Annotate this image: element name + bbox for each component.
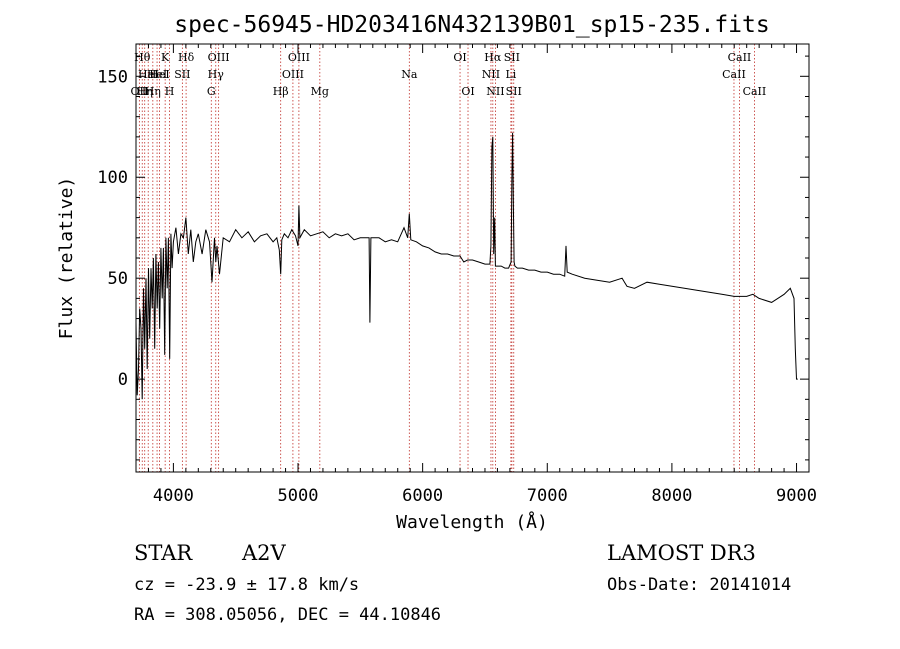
x-tick-label-6000: 6000 — [402, 486, 443, 506]
line-label-0: OII — [131, 85, 149, 98]
object-class: STAR — [134, 541, 193, 565]
line-label-10: Hδ — [178, 51, 195, 64]
y-tick-label-100: 100 — [97, 168, 128, 188]
y-tick-label-0: 0 — [118, 370, 128, 390]
emission-line-markers — [138, 44, 755, 472]
x-tick-label-7000: 7000 — [527, 486, 568, 506]
line-label-27: CaII — [722, 68, 746, 81]
y-axis-label: Flux (relative) — [56, 177, 77, 340]
line-label-5: HeI — [147, 68, 167, 81]
line-label-7: K — [161, 51, 170, 64]
x-tick-label-8000: 8000 — [651, 486, 692, 506]
line-label-2: Hη — [137, 85, 153, 98]
line-label-8: H — [165, 85, 175, 98]
line-label-22: Hα — [484, 51, 502, 64]
x-tick-label-4000: 4000 — [153, 486, 194, 506]
line-label-24: Li — [505, 68, 516, 81]
emission-line-labels: OIIHθHηHeIHηHeIHeIKHSIIHδGHγOIIIHβOIIIOI… — [131, 51, 767, 98]
line-label-26: SII — [506, 85, 522, 98]
line-label-29: CaII — [743, 85, 767, 98]
line-label-18: Na — [401, 68, 418, 81]
line-label-23: NII — [486, 85, 504, 98]
y-axis-ticks: 0 50 100 150 — [97, 55, 809, 461]
line-label-17: Mg — [311, 85, 329, 98]
line-label-14: Hβ — [273, 85, 289, 98]
line-label-19: OI — [453, 51, 466, 64]
x-tick-label-9000: 9000 — [776, 486, 817, 506]
object-subclass: A2V — [241, 541, 287, 565]
line-label-25: SII — [504, 51, 520, 64]
line-label-13: OIII — [208, 51, 230, 64]
plot-frame — [135, 43, 810, 473]
x-axis-label: Wavelength (Å) — [396, 511, 548, 533]
line-label-4: Hη — [145, 85, 161, 98]
line-label-9: SII — [174, 68, 190, 81]
coordinates: RA = 308.05056, DEC = 44.10846 — [134, 605, 441, 625]
redshift-info: cz = -23.9 ± 17.8 km/s — [134, 575, 359, 595]
y-tick-label-50: 50 — [108, 269, 128, 289]
chart-title: spec-56945-HD203416N432139B01_sp15-235.f… — [174, 12, 769, 38]
x-tick-label-5000: 5000 — [278, 486, 319, 506]
line-label-16: OIII — [288, 51, 310, 64]
line-label-20: OI — [461, 85, 474, 98]
x-axis-ticks: 4000 5000 6000 7000 8000 9000 — [135, 44, 817, 506]
line-label-28: CaII — [728, 51, 752, 64]
line-label-3: HeI — [138, 68, 158, 81]
line-label-21: NII — [482, 68, 500, 81]
line-label-1: Hθ — [134, 51, 151, 64]
obs-date: Obs-Date: 20141014 — [607, 575, 791, 595]
spectrum-line — [135, 132, 798, 400]
line-label-15: OIII — [282, 68, 304, 81]
line-label-12: Hγ — [208, 68, 225, 81]
line-label-11: G — [207, 85, 216, 98]
y-tick-label-150: 150 — [97, 67, 128, 87]
survey-name: LAMOST DR3 — [607, 541, 756, 565]
line-label-6: HeI — [149, 68, 169, 81]
